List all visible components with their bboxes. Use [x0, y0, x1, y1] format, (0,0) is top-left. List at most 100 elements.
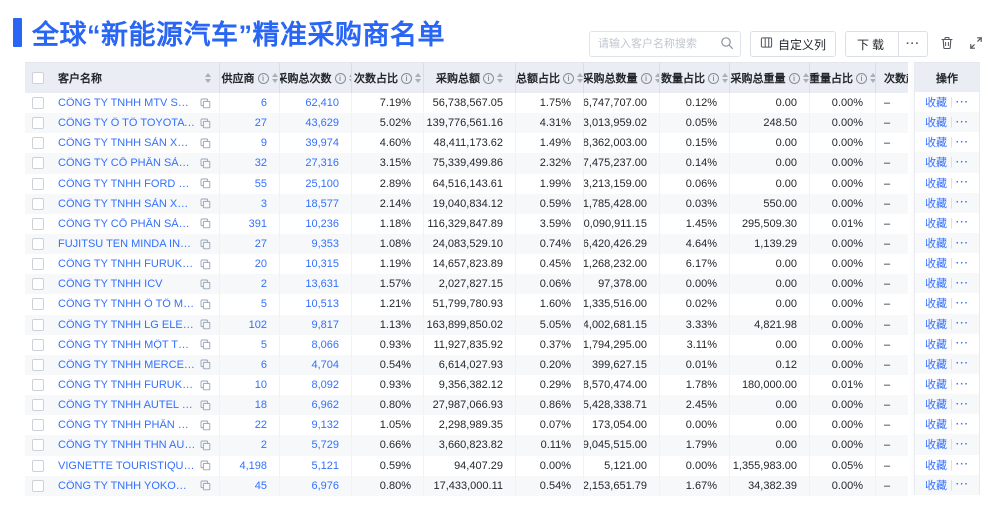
copy-icon[interactable] — [200, 198, 211, 209]
row-more-button[interactable]: ··· — [955, 378, 969, 390]
value-cell[interactable]: 62,410 — [280, 93, 352, 114]
info-icon[interactable]: i — [257, 72, 269, 84]
row-checkbox[interactable] — [31, 177, 44, 190]
value-cell[interactable]: 5 — [220, 334, 280, 355]
customer-name-link[interactable]: CÔNG TY CỔ PHẦN SẢN XUẤT... — [58, 217, 196, 230]
info-icon[interactable]: i — [334, 72, 346, 84]
value-cell[interactable]: 10,513 — [280, 294, 352, 315]
row-more-button[interactable]: ··· — [955, 156, 969, 168]
sort-icon[interactable] — [348, 73, 351, 83]
copy-icon[interactable] — [200, 380, 211, 391]
row-checkbox[interactable] — [31, 358, 44, 371]
value-cell[interactable]: 32 — [220, 153, 280, 174]
favorite-button[interactable]: 收藏 — [925, 137, 948, 150]
copy-icon[interactable] — [200, 239, 211, 250]
copy-icon[interactable] — [200, 420, 211, 431]
favorite-button[interactable]: 收藏 — [925, 217, 948, 230]
row-checkbox[interactable] — [31, 137, 44, 150]
favorite-button[interactable]: 收藏 — [925, 238, 948, 251]
copy-icon[interactable] — [200, 339, 211, 350]
info-icon[interactable]: i — [856, 72, 867, 84]
favorite-button[interactable]: 收藏 — [925, 157, 948, 170]
customer-name-link[interactable]: CÔNG TY TNHH YOKOWO VIỆT... — [58, 479, 196, 492]
value-cell[interactable]: 5,729 — [280, 435, 352, 456]
copy-icon[interactable] — [200, 480, 211, 491]
info-icon[interactable]: i — [401, 72, 412, 84]
favorite-button[interactable]: 收藏 — [925, 338, 948, 351]
column-header-11[interactable]: 次数趋势 — [876, 63, 908, 93]
row-checkbox[interactable] — [31, 419, 44, 432]
value-cell[interactable]: 6,962 — [280, 395, 352, 416]
customer-name-link[interactable]: CÔNG TY TNHH MERCEDES–B... — [58, 358, 196, 371]
value-cell[interactable]: 5,121 — [280, 455, 352, 476]
row-checkbox[interactable] — [31, 278, 44, 291]
sort-icon[interactable] — [654, 73, 659, 83]
row-checkbox[interactable] — [31, 197, 44, 210]
value-cell[interactable]: 22 — [220, 415, 280, 436]
info-icon[interactable]: i — [483, 72, 494, 84]
row-more-button[interactable]: ··· — [955, 277, 969, 289]
value-cell[interactable]: 27 — [220, 113, 280, 134]
row-more-button[interactable]: ··· — [955, 96, 969, 108]
value-cell[interactable]: 9,132 — [280, 415, 352, 436]
value-cell[interactable]: 2 — [220, 274, 280, 295]
copy-icon[interactable] — [200, 299, 211, 310]
search-input[interactable] — [588, 31, 741, 57]
value-cell[interactable]: 27 — [220, 233, 280, 255]
copy-icon[interactable] — [200, 218, 211, 229]
value-cell[interactable]: 18,577 — [280, 193, 352, 214]
column-header-2[interactable]: 供应商 i — [220, 63, 280, 93]
favorite-button[interactable]: 收藏 — [925, 459, 948, 472]
customer-name-link[interactable]: CÔNG TY TNHH ICV — [58, 278, 163, 291]
column-header-3[interactable]: 采购总次数 i — [280, 63, 352, 93]
customer-name-link[interactable]: FUJITSU TEN MINDA INDIA PVT... — [58, 238, 196, 251]
favorite-button[interactable]: 收藏 — [925, 358, 948, 371]
info-icon[interactable]: i — [640, 72, 652, 84]
customer-name-link[interactable]: CÔNG TY TNHH SẢN XUẤT VÀ ... — [58, 197, 196, 210]
row-more-button[interactable]: ··· — [955, 479, 969, 491]
customer-name-link[interactable]: CÔNG TY TNHH Ô TÔ MITSUBI... — [58, 298, 196, 311]
info-icon[interactable]: i — [788, 72, 800, 84]
value-cell[interactable]: 4,198 — [220, 455, 280, 476]
value-cell[interactable]: 8,066 — [280, 334, 352, 355]
column-header-7[interactable]: 采购总数量 i — [584, 63, 660, 93]
value-cell[interactable]: 9,353 — [280, 233, 352, 255]
row-checkbox[interactable] — [31, 238, 44, 251]
row-more-button[interactable]: ··· — [955, 318, 969, 330]
sort-icon[interactable] — [577, 73, 583, 83]
favorite-button[interactable]: 收藏 — [925, 419, 948, 432]
row-checkbox[interactable] — [31, 298, 44, 311]
sort-icon[interactable] — [497, 73, 503, 83]
column-header-9[interactable]: 采购总重量 i — [730, 63, 810, 93]
value-cell[interactable]: 391 — [220, 213, 280, 234]
row-more-button[interactable]: ··· — [955, 418, 969, 430]
customer-name-link[interactable]: CÔNG TY Ô TÔ TOYOTA VIỆT ... — [58, 117, 196, 130]
copy-icon[interactable] — [200, 359, 211, 370]
row-more-button[interactable]: ··· — [955, 338, 969, 350]
sort-icon[interactable] — [415, 73, 421, 83]
row-checkbox[interactable] — [31, 338, 44, 351]
value-cell[interactable]: 18 — [220, 395, 280, 416]
customer-name-link[interactable]: CÔNG TY TNHH FURUKAWA A... — [58, 379, 196, 392]
copy-icon[interactable] — [200, 98, 211, 109]
value-cell[interactable]: 55 — [220, 173, 280, 194]
copy-icon[interactable] — [200, 440, 211, 451]
value-cell[interactable]: 43,629 — [280, 113, 352, 134]
customer-name-link[interactable]: CÔNG TY TNHH PHÂN PHỐI T... — [58, 419, 196, 432]
favorite-button[interactable]: 收藏 — [925, 479, 948, 492]
copy-icon[interactable] — [200, 279, 211, 290]
copy-icon[interactable] — [200, 319, 211, 330]
column-header-8[interactable]: 数量占比 i — [660, 63, 730, 93]
row-more-button[interactable]: ··· — [955, 398, 969, 410]
row-more-button[interactable]: ··· — [955, 177, 969, 189]
value-cell[interactable]: 4,704 — [280, 354, 352, 375]
value-cell[interactable]: 39,974 — [280, 133, 352, 154]
value-cell[interactable]: 9 — [220, 133, 280, 154]
row-more-button[interactable]: ··· — [955, 438, 969, 450]
favorite-button[interactable]: 收藏 — [925, 439, 948, 452]
row-more-button[interactable]: ··· — [955, 237, 969, 249]
customer-name-link[interactable]: CÔNG TY TNHH LG ELECTRON... — [58, 318, 196, 331]
favorite-button[interactable]: 收藏 — [925, 399, 948, 412]
value-cell[interactable]: 45 — [220, 475, 280, 496]
copy-icon[interactable] — [200, 178, 211, 189]
